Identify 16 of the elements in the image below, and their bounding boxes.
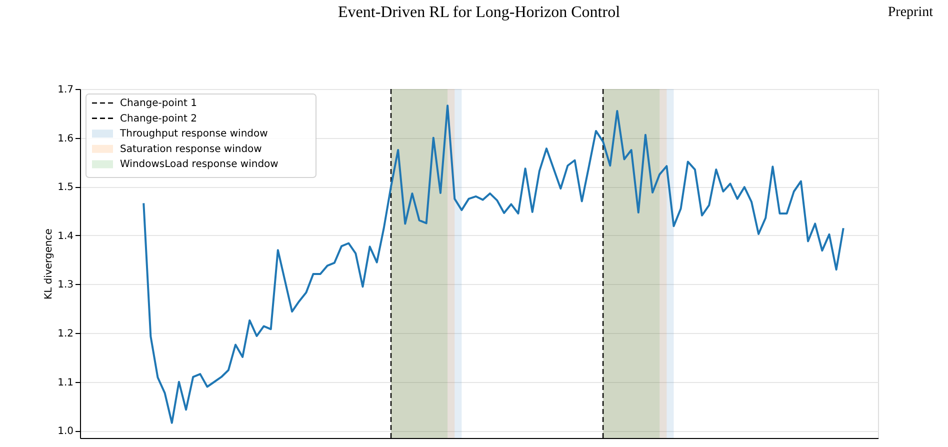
- annotation: Throughput response window: [119, 128, 268, 140]
- chart-title: Event-Driven RL for Long-Horizon Control: [338, 4, 621, 21]
- y-tick-label: 1.6: [58, 133, 74, 144]
- y-tick-label: 1.3: [58, 280, 74, 291]
- y-tick-label: 1.2: [58, 328, 74, 340]
- y-tick-label: 1.4: [58, 230, 74, 242]
- text: Preprint: [888, 5, 934, 20]
- annotation: WindowsLoad response window: [120, 159, 278, 170]
- y-tick-label: 1.5: [58, 182, 74, 194]
- y-axis-title: KL divergence: [44, 228, 55, 300]
- annotation: Change-point 1: [120, 98, 197, 109]
- y-tick-label: 1.1: [58, 377, 74, 388]
- annotation: Change-point 2: [120, 113, 197, 124]
- y-tick-label: 1.7: [58, 84, 74, 96]
- annotation: Saturation response window: [120, 144, 262, 155]
- y-tick-label: 1.0: [58, 426, 74, 438]
